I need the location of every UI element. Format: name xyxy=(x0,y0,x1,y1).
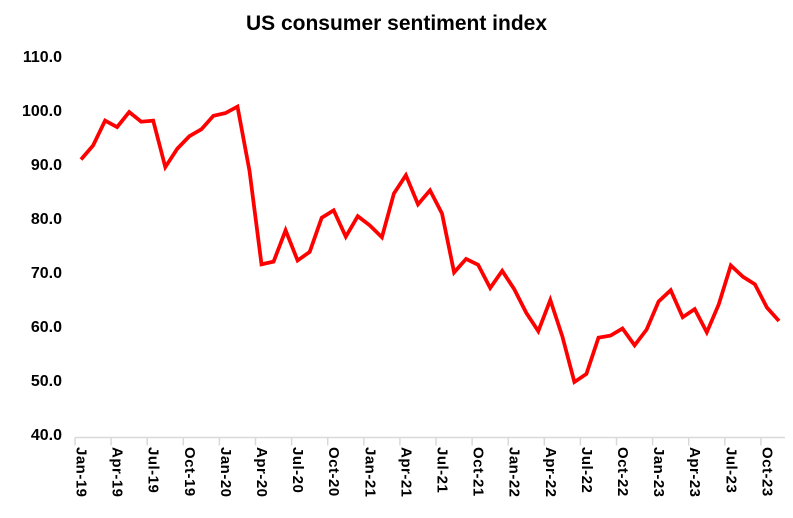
x-axis-label: Apr-20 xyxy=(253,446,270,498)
sentiment-line-series xyxy=(79,103,781,386)
x-axis-label: Oct-19 xyxy=(180,446,198,497)
chart-title: US consumer sentiment index xyxy=(245,12,548,35)
x-axis-label: Apr-21 xyxy=(397,446,415,498)
x-axis-label: Apr-23 xyxy=(686,446,704,498)
x-axis-label: Jan-21 xyxy=(361,446,379,498)
x-axis-label: Oct-23 xyxy=(758,446,776,497)
x-axis-label: Apr-19 xyxy=(108,446,126,498)
x-axis-label: Jul-21 xyxy=(433,446,451,493)
x-axis-label: Jul-22 xyxy=(577,446,595,493)
y-axis-label: 80.0 xyxy=(30,211,62,228)
x-axis-label: Jan-19 xyxy=(72,446,90,498)
x-axis-label: Jul-23 xyxy=(722,446,740,493)
x-axis-label: Jan-20 xyxy=(216,446,234,498)
y-axis-label: 110.0 xyxy=(22,49,62,66)
x-axis-label: Oct-22 xyxy=(614,446,631,497)
y-axis-label: 70.0 xyxy=(30,265,62,282)
y-axis-label: 50.0 xyxy=(30,373,62,390)
x-axis-label: Jul-20 xyxy=(289,446,307,493)
y-axis-label: 90.0 xyxy=(30,157,62,174)
x-axis-label: Oct-20 xyxy=(325,446,343,497)
x-axis-label: Oct-21 xyxy=(469,446,487,497)
y-axis-label: 40.0 xyxy=(30,427,62,444)
x-axis-label: Jan-22 xyxy=(505,446,523,498)
y-axis-label: 100.0 xyxy=(21,103,62,120)
x-axis-label: Jul-19 xyxy=(144,446,162,493)
x-axis-label: Jan-23 xyxy=(650,446,668,498)
y-axis-label: 60.0 xyxy=(30,319,62,336)
x-axis-label: Apr-22 xyxy=(541,446,559,498)
